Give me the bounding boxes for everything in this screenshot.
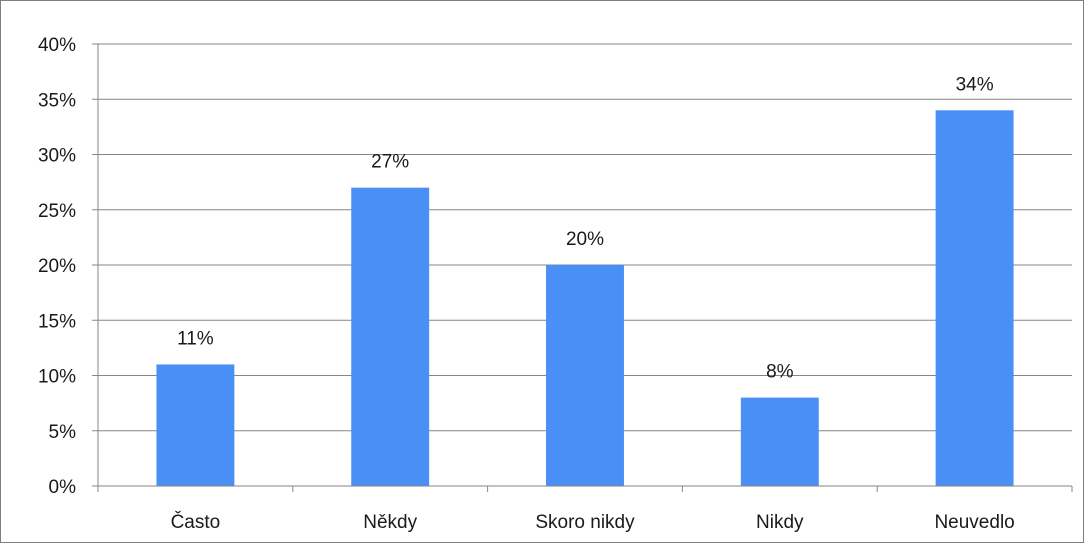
y-tick-label: 15% xyxy=(38,311,76,332)
y-tick-label: 20% xyxy=(38,256,76,277)
axes xyxy=(92,43,1073,492)
bar xyxy=(740,397,819,486)
y-tick-label: 0% xyxy=(49,477,77,498)
y-tick-label: 10% xyxy=(38,367,76,388)
y-tick-label: 25% xyxy=(38,201,76,222)
data-label: 8% xyxy=(766,362,794,383)
bar xyxy=(935,110,1014,487)
x-category-label: Někdy xyxy=(363,512,417,533)
x-category-label: Nikdy xyxy=(756,512,804,533)
labels: 0% 5% 10% 15% 20% 25% 30% 35% 40% 11% Často 27% Někd… xyxy=(38,35,1015,533)
x-category-label: Skoro nikdy xyxy=(535,512,635,533)
y-tick-label: 5% xyxy=(49,422,77,443)
bar xyxy=(156,364,235,486)
data-label: 11% xyxy=(177,328,214,349)
y-tick-label: 35% xyxy=(38,90,76,111)
x-category-label: Často xyxy=(171,511,221,533)
bar xyxy=(546,265,624,486)
data-label: 27% xyxy=(371,152,409,173)
data-label: 34% xyxy=(956,74,994,95)
x-category-label: Neuvedlo xyxy=(934,512,1014,533)
y-tick-label: 30% xyxy=(38,146,76,167)
y-tick-label: 40% xyxy=(38,35,76,56)
data-label: 20% xyxy=(566,229,604,250)
bar xyxy=(351,187,430,486)
bars xyxy=(156,110,1014,487)
